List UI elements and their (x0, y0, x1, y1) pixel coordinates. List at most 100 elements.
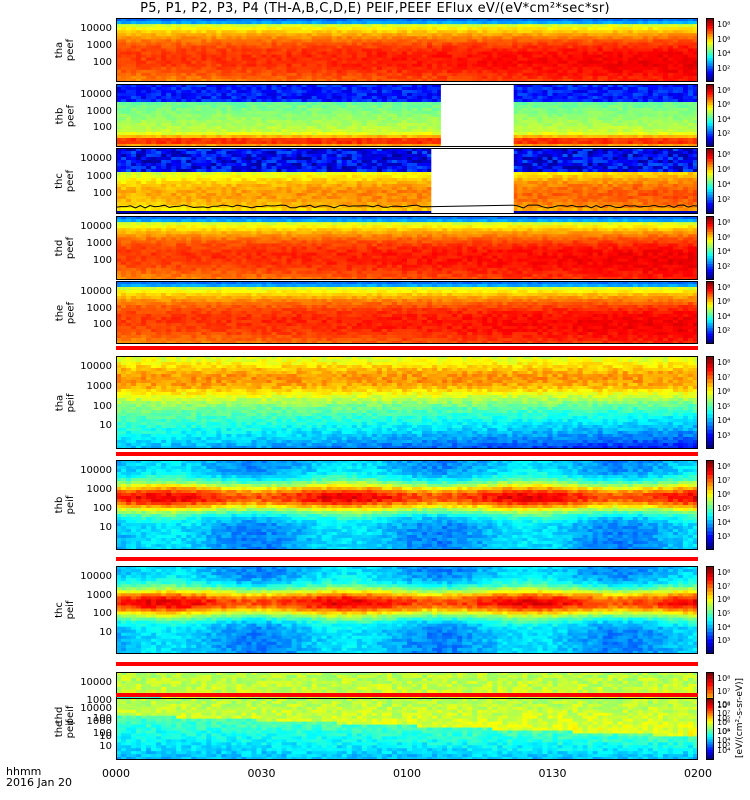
heatmap-cell (166, 126, 172, 130)
heatmap-cell (422, 120, 428, 124)
heatmap-cell (296, 96, 303, 100)
heatmap-cell (156, 108, 162, 112)
heatmap-cell (407, 123, 413, 127)
heatmap-cell (401, 126, 408, 130)
heatmap-cell (371, 120, 378, 124)
heatmap-cell (331, 108, 338, 112)
heatmap-cell (386, 78, 393, 82)
heatmap-cell (547, 129, 554, 133)
heatmap-cell (597, 144, 604, 147)
heatmap-cell (356, 75, 363, 80)
heatmap-cell (562, 69, 569, 74)
heatmap-cell (316, 33, 323, 37)
heatmap-cell (427, 30, 433, 34)
heatmap-cell (121, 157, 127, 161)
heatmap-cell (186, 105, 192, 109)
heatmap-cell (642, 129, 649, 133)
colorbar-tick: 10⁸ (717, 86, 730, 95)
heatmap-cell (316, 141, 323, 145)
heatmap-cell (256, 87, 263, 91)
heatmap-cell (166, 123, 172, 127)
heatmap-cell (522, 24, 529, 28)
heatmap-cell (622, 108, 629, 112)
heatmap-cell (386, 120, 393, 124)
heatmap-cell (206, 129, 212, 133)
heatmap-cell (567, 102, 574, 106)
heatmap-cell (121, 126, 127, 130)
heatmap-cell (492, 30, 498, 34)
heatmap-cell (442, 42, 448, 47)
heatmap-cell (602, 132, 609, 136)
heatmap-cell (296, 66, 303, 71)
heatmap-cell (356, 78, 363, 82)
heatmap-cell (351, 18, 358, 22)
heatmap-cell (602, 138, 609, 142)
heatmap-cell (186, 120, 192, 124)
heatmap-cell (196, 84, 202, 88)
heatmap-cell (241, 132, 248, 136)
heatmap-cell (497, 63, 503, 68)
heatmap-cell (351, 30, 358, 34)
heatmap-cell (351, 90, 358, 94)
heatmap-cell (206, 84, 212, 88)
heatmap-cell (196, 69, 202, 74)
heatmap-cell (191, 132, 197, 136)
heatmap-cell (376, 141, 383, 145)
heatmap-cell (306, 36, 313, 40)
heatmap-cell (116, 90, 122, 94)
heatmap-cell (617, 117, 624, 121)
heatmap-cell (181, 96, 187, 100)
heatmap-cell (301, 111, 308, 115)
heatmap-cell (341, 57, 348, 62)
heatmap-cell (156, 75, 162, 80)
heatmap-cell (276, 123, 283, 127)
heatmap-cell (552, 36, 559, 40)
heatmap-cell (346, 93, 353, 97)
heatmap-cell (286, 93, 293, 97)
heatmap-cell (321, 45, 328, 50)
heatmap-cell (116, 187, 122, 191)
heatmap-cell (557, 51, 564, 56)
heatmap-cell (437, 132, 443, 136)
heatmap-cell (527, 93, 534, 97)
heatmap-cell (612, 42, 619, 47)
heatmap-cell (366, 105, 373, 109)
heatmap-cell (306, 111, 313, 115)
heatmap-cell (186, 48, 192, 53)
heatmap-cell (216, 96, 222, 100)
heatmap-cell (532, 57, 539, 62)
heatmap-cell (617, 78, 624, 82)
heatmap-cell (677, 84, 684, 88)
heatmap-cell (557, 30, 564, 34)
heatmap-cell (522, 123, 529, 127)
heatmap-cell (131, 45, 137, 50)
heatmap-cell (171, 63, 177, 68)
heatmap-cell (306, 117, 313, 121)
heatmap-cell (166, 72, 172, 77)
heatmap-cell (146, 24, 152, 28)
heatmap-cell (417, 120, 423, 124)
heatmap-cell (572, 129, 579, 133)
heatmap-cell (637, 132, 644, 136)
heatmap-cell (662, 30, 669, 34)
heatmap-cell (296, 114, 303, 118)
heatmap-cell (236, 42, 243, 47)
heatmap-cell (542, 135, 549, 139)
heatmap-cell (366, 120, 373, 124)
heatmap-cell (291, 129, 298, 133)
heatmap-cell (492, 66, 498, 71)
heatmap-cell (281, 93, 288, 97)
heatmap-cell (246, 33, 253, 37)
heatmap-cell (386, 42, 393, 47)
heatmap-cell (196, 66, 202, 71)
heatmap-cell (617, 102, 624, 106)
heatmap-cell (231, 24, 238, 28)
heatmap-cell (657, 39, 664, 43)
heatmap-cell (161, 60, 167, 65)
heatmap-cell (336, 87, 343, 91)
heatmap-cell (407, 51, 413, 56)
heatmap-cell (447, 75, 453, 80)
heatmap-cell (156, 42, 162, 47)
heatmap-cell (301, 63, 308, 68)
heatmap-cell (396, 84, 403, 88)
